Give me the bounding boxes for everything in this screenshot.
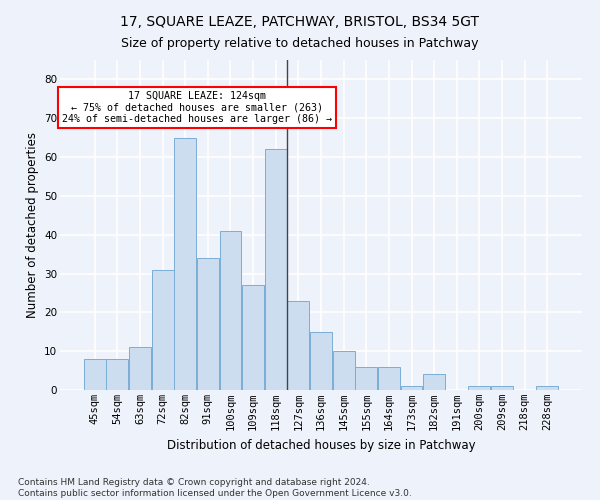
Bar	[174, 138, 196, 390]
Bar	[401, 386, 422, 390]
Bar	[332, 351, 355, 390]
Text: 17 SQUARE LEAZE: 124sqm
← 75% of detached houses are smaller (263)
24% of semi-d: 17 SQUARE LEAZE: 124sqm ← 75% of detache…	[62, 91, 332, 124]
Bar	[378, 366, 400, 390]
Bar	[536, 386, 558, 390]
Bar	[355, 366, 377, 390]
Bar	[242, 285, 264, 390]
Text: 17, SQUARE LEAZE, PATCHWAY, BRISTOL, BS34 5GT: 17, SQUARE LEAZE, PATCHWAY, BRISTOL, BS3…	[121, 15, 479, 29]
Text: Contains HM Land Registry data © Crown copyright and database right 2024.
Contai: Contains HM Land Registry data © Crown c…	[18, 478, 412, 498]
Text: Size of property relative to detached houses in Patchway: Size of property relative to detached ho…	[121, 38, 479, 51]
Y-axis label: Number of detached properties: Number of detached properties	[26, 132, 38, 318]
X-axis label: Distribution of detached houses by size in Patchway: Distribution of detached houses by size …	[167, 438, 475, 452]
Bar	[197, 258, 219, 390]
Bar	[129, 348, 151, 390]
Bar	[106, 359, 128, 390]
Bar	[84, 359, 106, 390]
Bar	[491, 386, 513, 390]
Bar	[469, 386, 490, 390]
Bar	[423, 374, 445, 390]
Bar	[220, 231, 241, 390]
Bar	[265, 150, 287, 390]
Bar	[310, 332, 332, 390]
Bar	[287, 300, 310, 390]
Bar	[152, 270, 173, 390]
